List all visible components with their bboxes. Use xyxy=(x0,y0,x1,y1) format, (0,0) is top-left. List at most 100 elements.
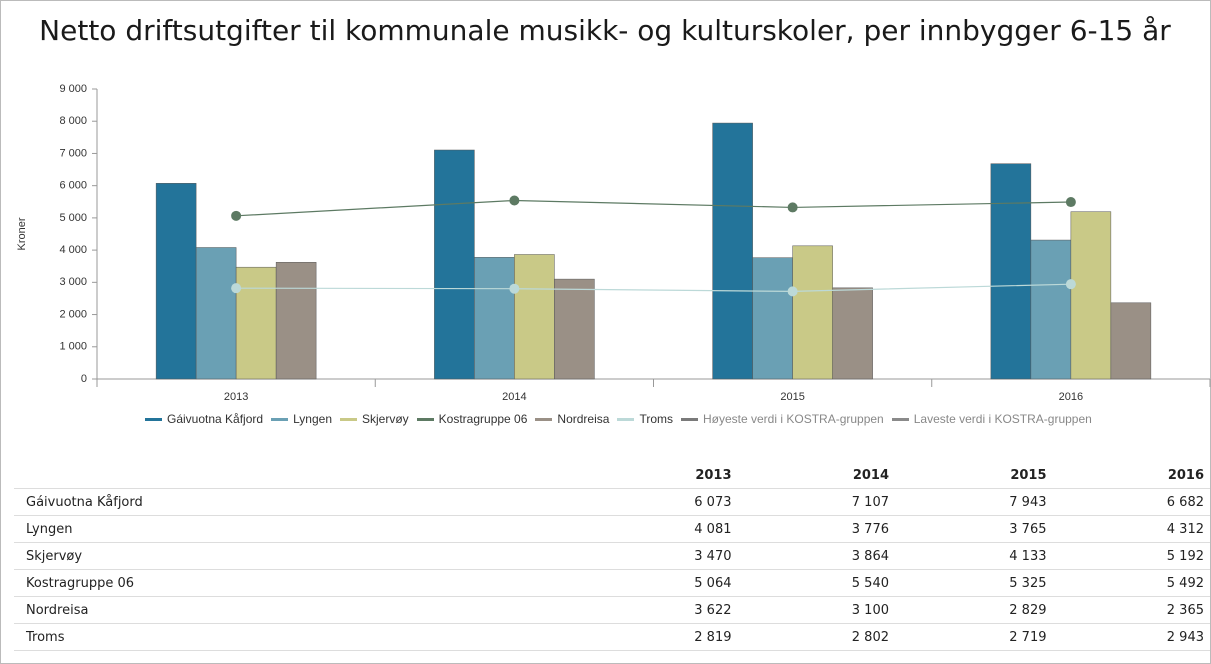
legend-label: Gáivuotna Kåfjord xyxy=(167,412,264,426)
line-point xyxy=(787,286,798,297)
table-cell: 2 829 xyxy=(895,596,1053,624)
bar xyxy=(554,278,595,380)
legend-swatch xyxy=(617,418,635,421)
header-blank xyxy=(14,462,580,489)
y-tick-label: 5 000 xyxy=(59,212,87,224)
row-label: Kostragruppe 06 xyxy=(14,569,580,597)
column-header: 2013 xyxy=(580,462,738,489)
bar xyxy=(155,183,197,380)
column-header: 2015 xyxy=(895,462,1053,489)
line-point xyxy=(509,195,520,206)
legend-item: Høyeste verdi i KOSTRA-gruppen xyxy=(681,412,884,427)
bar xyxy=(275,262,317,380)
table-header: 2013 2014 2015 2016 xyxy=(14,462,1210,489)
y-tick-label: 2 000 xyxy=(59,308,87,320)
bar xyxy=(434,149,475,380)
x-tick-label: 2016 xyxy=(1059,391,1083,403)
table-row: Nordreisa 3 622 3 100 2 829 2 365 xyxy=(14,596,1210,624)
line xyxy=(236,199,1071,217)
y-axis-label: Kroner xyxy=(16,217,28,250)
line-point xyxy=(1065,197,1076,208)
y-tick-label: 4 000 xyxy=(59,244,87,256)
legend-label: Lyngen xyxy=(293,412,332,426)
bar xyxy=(1030,239,1072,380)
table-row: Kostragruppe 06 5 064 5 540 5 325 5 492 xyxy=(14,569,1210,597)
row-label: Troms xyxy=(14,623,580,651)
bar xyxy=(474,257,515,380)
bar xyxy=(752,257,793,380)
line-point xyxy=(231,210,242,221)
table-cell: 6 682 xyxy=(1052,488,1210,516)
table-cell: 4 081 xyxy=(580,515,738,543)
bar xyxy=(712,122,753,380)
legend-swatch xyxy=(681,418,698,421)
legend-item: Kostragruppe 06 xyxy=(416,412,528,427)
legend: Gáivuotna Kåfjord Lyngen Skjervøy Kostragru… xyxy=(145,412,1105,427)
table-row: Skjervøy 3 470 3 864 4 133 5 192 xyxy=(14,542,1210,570)
table-cell: 2 819 xyxy=(580,623,738,651)
bar xyxy=(235,266,277,380)
table-cell: 2 943 xyxy=(1052,623,1210,651)
table-cell: 2 719 xyxy=(895,623,1053,651)
bar xyxy=(514,254,555,380)
table-row: Gáivuotna Kåfjord 6 073 7 107 7 943 6 682 xyxy=(14,488,1210,516)
table-row: Lyngen 4 081 3 776 3 765 4 312 xyxy=(14,515,1210,543)
y-tick-label: 1 000 xyxy=(59,341,87,353)
table-cell: 2 802 xyxy=(737,623,895,651)
table-cell: 4 133 xyxy=(895,542,1053,570)
table-cell: 3 776 xyxy=(737,515,895,543)
legend-swatch xyxy=(416,418,434,421)
legend-label: Nordreisa xyxy=(557,412,610,426)
bar xyxy=(195,247,237,380)
legend-label: Troms xyxy=(639,412,673,426)
table-cell: 3 765 xyxy=(895,515,1053,543)
table-row: Troms 2 819 2 802 2 719 2 943 xyxy=(14,623,1210,651)
line-point xyxy=(787,202,798,213)
y-tick-label: 9 000 xyxy=(59,83,87,95)
legend-label: Kostragruppe 06 xyxy=(438,412,528,426)
legend-item: Laveste verdi i KOSTRA-gruppen xyxy=(891,412,1092,427)
column-header: 2014 xyxy=(737,462,895,489)
table-cell: 5 325 xyxy=(895,569,1053,597)
legend-swatch xyxy=(271,418,289,421)
table-cell: 7 107 xyxy=(737,488,895,516)
row-label: Lyngen xyxy=(14,515,580,543)
table-cell: 3 622 xyxy=(580,596,738,624)
legend-item: Gáivuotna Kåfjord xyxy=(145,412,263,427)
y-tick-label: 6 000 xyxy=(59,180,87,192)
x-tick-label: 2015 xyxy=(780,391,804,403)
legend-swatch xyxy=(340,418,357,421)
chart-title: Netto driftsutgifter til kommunale musik… xyxy=(39,14,1171,47)
legend-item: Skjervøy xyxy=(340,412,409,427)
table-cell: 7 943 xyxy=(895,488,1053,516)
bar xyxy=(832,287,873,380)
table-cell: 5 064 xyxy=(580,569,738,597)
legend-label: Skjervøy xyxy=(362,412,409,426)
data-table: 2013 2014 2015 2016 Gáivuotna Kåfjord 6 073 7 … xyxy=(14,462,1210,651)
legend-item: Troms xyxy=(617,412,673,427)
table-cell: 3 470 xyxy=(580,542,738,570)
y-tick-label: 8 000 xyxy=(59,115,87,127)
table-cell: 3 864 xyxy=(737,542,895,570)
table-cell: 4 312 xyxy=(1052,515,1210,543)
x-tick-label: 2013 xyxy=(224,391,248,403)
table-cell: 5 492 xyxy=(1052,569,1210,597)
line-point xyxy=(1065,279,1076,290)
legend-item: Nordreisa xyxy=(535,412,609,427)
line-point xyxy=(231,283,242,294)
table-cell: 5 540 xyxy=(737,569,895,597)
line xyxy=(236,283,1071,292)
bar xyxy=(1070,211,1112,380)
y-tick-label: 0 xyxy=(81,373,87,385)
y-tick-label: 7 000 xyxy=(59,147,87,159)
legend-label: Høyeste verdi i KOSTRA-gruppen xyxy=(703,412,884,426)
bar xyxy=(990,163,1032,380)
table-body: Gáivuotna Kåfjord 6 073 7 107 7 943 6 682 Lyn… xyxy=(14,488,1210,651)
legend-label: Laveste verdi i KOSTRA-gruppen xyxy=(913,412,1092,426)
row-label: Skjervøy xyxy=(14,542,580,570)
line-point xyxy=(509,283,520,294)
bar xyxy=(792,245,833,380)
legend-swatch xyxy=(535,418,553,421)
y-tick-label: 3 000 xyxy=(59,276,87,288)
